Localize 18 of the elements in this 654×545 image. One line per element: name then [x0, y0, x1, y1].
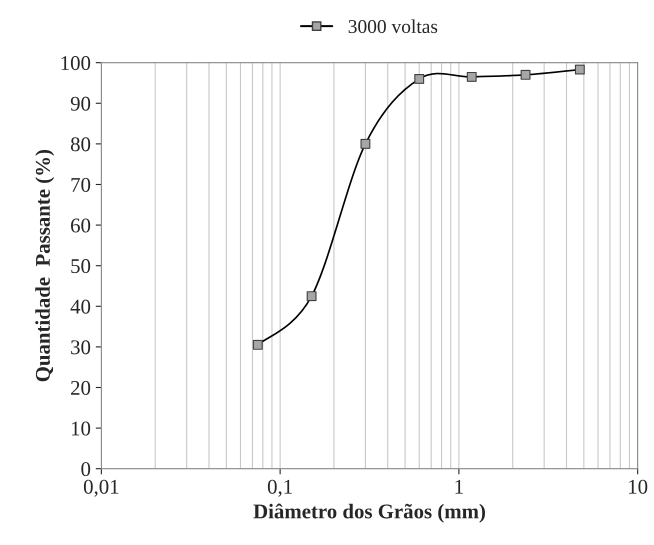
y-tick-label: 70	[71, 178, 90, 192]
x-tick-label: 0,01	[84, 480, 118, 497]
y-axis-title: Quantidade Passante (%)	[35, 150, 54, 382]
y-tick-label: 50	[71, 259, 90, 274]
y-tick-label: 60	[71, 218, 90, 233]
y-tick-label: 80	[70, 137, 90, 152]
y-tick-label: 90	[70, 96, 90, 111]
y-tick-label: 10	[72, 421, 90, 436]
y-tick-label: 0	[81, 462, 90, 476]
y-tick-label: 40	[70, 300, 90, 314]
x-tick-label: 0,1	[268, 480, 292, 497]
x-tick-label: 1	[456, 480, 463, 494]
y-tick-label: 20	[71, 380, 90, 395]
legend-label: 3000 voltas	[348, 19, 438, 34]
x-tick-label: 10	[629, 480, 648, 494]
y-tick-label: 100	[62, 56, 90, 70]
y-tick-label: 30	[71, 340, 90, 354]
x-axis-title: Diâmetro dos Grãos (mm)	[253, 504, 485, 523]
